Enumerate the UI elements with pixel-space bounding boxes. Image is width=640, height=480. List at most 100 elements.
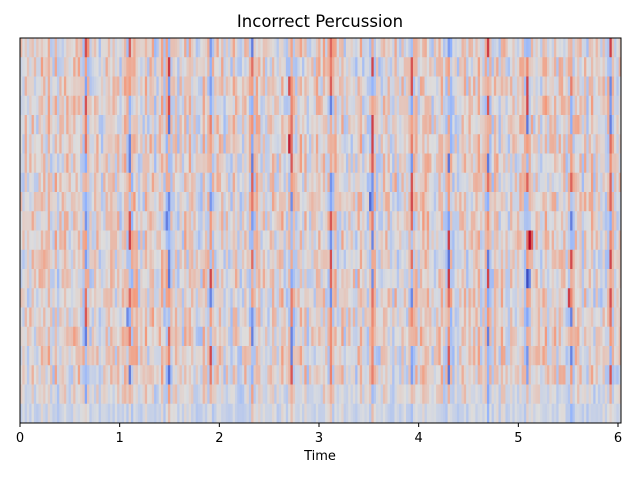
heatmap-cell xyxy=(332,249,335,270)
heatmap-cell xyxy=(424,249,428,270)
heatmap-cell xyxy=(336,76,340,97)
heatmap-cell xyxy=(454,211,458,231)
heatmap-cell xyxy=(609,134,613,154)
heatmap-cell xyxy=(98,76,102,97)
heatmap-cell xyxy=(593,384,596,405)
heatmap-cell xyxy=(609,288,613,308)
heatmap-cell xyxy=(262,365,266,385)
heatmap-cell xyxy=(207,211,210,231)
heatmap-cell xyxy=(616,365,620,385)
heatmap-cell xyxy=(124,326,127,347)
heatmap-cell xyxy=(184,57,187,77)
heatmap-cell xyxy=(618,134,622,154)
heatmap-cell xyxy=(345,307,349,328)
heatmap-cell xyxy=(214,384,217,405)
heatmap-cell xyxy=(406,38,409,58)
heatmap-cell xyxy=(355,95,358,116)
heatmap-cell xyxy=(283,211,287,231)
heatmap-cell xyxy=(214,38,217,58)
heatmap-cell xyxy=(341,95,344,116)
heatmap-cell xyxy=(93,365,97,385)
heatmap-cell xyxy=(447,384,451,405)
heatmap-cell xyxy=(468,57,472,77)
heatmap-cell xyxy=(385,249,388,270)
heatmap-cell xyxy=(167,269,171,289)
heatmap-cell xyxy=(609,269,613,289)
heatmap-cell xyxy=(234,384,238,405)
heatmap-cell xyxy=(466,134,469,154)
heatmap-cell xyxy=(456,307,460,328)
heatmap-cell xyxy=(597,326,601,347)
heatmap-cell xyxy=(498,326,502,347)
heatmap-cell xyxy=(616,288,620,308)
heatmap-cell xyxy=(75,134,79,154)
heatmap-cell xyxy=(216,269,220,289)
heatmap-cell xyxy=(408,288,411,308)
heatmap-cell xyxy=(433,230,437,251)
heatmap-cell xyxy=(87,172,90,193)
heatmap-cell xyxy=(373,38,377,58)
heatmap-cell xyxy=(288,326,291,347)
heatmap-cell xyxy=(519,269,522,289)
heatmap-cell xyxy=(295,288,298,308)
heatmap-cell xyxy=(172,153,176,174)
heatmap-cell xyxy=(260,230,264,251)
heatmap-cell xyxy=(322,211,326,231)
heatmap-cell xyxy=(318,134,321,154)
heatmap-cell xyxy=(503,211,506,231)
heatmap-cell xyxy=(577,95,580,116)
heatmap-cell xyxy=(327,76,331,97)
heatmap-cell xyxy=(329,95,333,116)
heatmap-cell xyxy=(454,307,458,328)
heatmap-cell xyxy=(278,95,282,116)
heatmap-cell xyxy=(288,211,291,231)
heatmap-cell xyxy=(336,38,340,58)
heatmap-cell xyxy=(452,57,455,77)
heatmap-cell xyxy=(260,153,264,174)
heatmap-cell xyxy=(359,288,363,308)
heatmap-cell xyxy=(167,115,171,135)
heatmap-cell xyxy=(426,307,430,328)
heatmap-cell xyxy=(267,326,270,347)
heatmap-cell xyxy=(419,230,423,251)
heatmap-cell xyxy=(22,115,25,135)
heatmap-cell xyxy=(537,346,541,366)
heatmap-cell xyxy=(371,346,375,366)
heatmap-cell xyxy=(98,211,102,231)
heatmap-cell xyxy=(466,192,469,212)
heatmap-cell xyxy=(110,346,113,366)
heatmap-cell xyxy=(237,38,240,58)
heatmap-cell xyxy=(327,269,331,289)
heatmap-cell xyxy=(281,326,284,347)
heatmap-cell xyxy=(348,365,351,385)
heatmap-cell xyxy=(313,326,317,347)
heatmap-cell xyxy=(269,115,273,135)
heatmap-cell xyxy=(299,384,303,405)
heatmap-cell xyxy=(54,57,58,77)
heatmap-cell xyxy=(66,57,69,77)
heatmap-cell xyxy=(468,134,472,154)
heatmap-cell xyxy=(401,211,405,231)
heatmap-cell xyxy=(283,230,287,251)
heatmap-cell xyxy=(602,288,606,308)
heatmap-cell xyxy=(456,230,460,251)
heatmap-cell xyxy=(54,76,58,97)
heatmap-cell xyxy=(443,153,446,174)
heatmap-cell xyxy=(362,346,365,366)
heatmap-cell xyxy=(80,288,83,308)
heatmap-cell xyxy=(117,38,120,58)
heatmap-cell xyxy=(322,384,326,405)
heatmap-cell xyxy=(292,365,296,385)
heatmap-cell xyxy=(480,76,483,97)
heatmap-cell xyxy=(523,76,527,97)
heatmap-cell xyxy=(357,172,361,193)
heatmap-cell xyxy=(338,326,342,347)
heatmap-cell xyxy=(292,192,296,212)
heatmap-cell xyxy=(586,134,589,154)
heatmap-cell xyxy=(461,346,465,366)
heatmap-cell xyxy=(142,365,146,385)
heatmap-cell xyxy=(362,76,365,97)
heatmap-cell xyxy=(403,346,407,366)
heatmap-cell xyxy=(114,326,118,347)
heatmap-cell xyxy=(276,95,280,116)
